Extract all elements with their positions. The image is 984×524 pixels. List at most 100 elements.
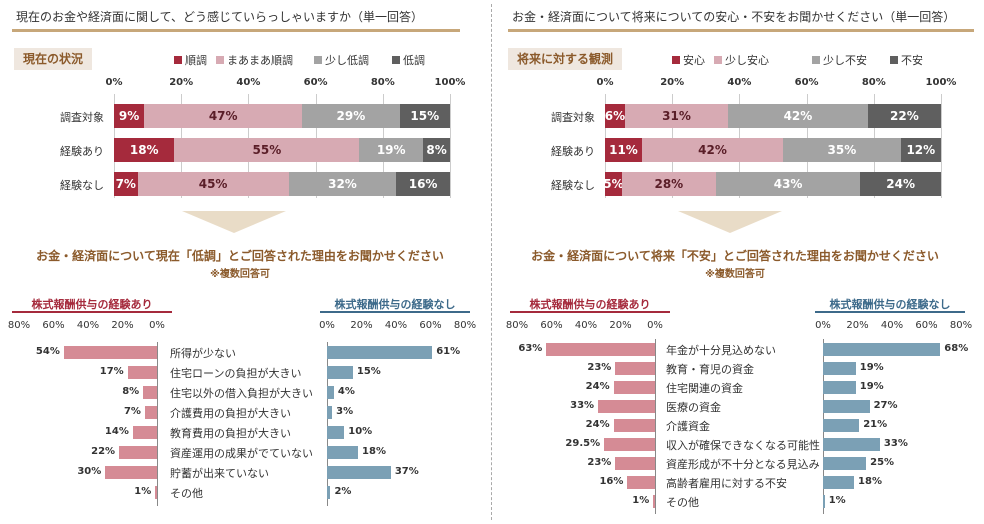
right-bar	[823, 343, 941, 356]
left-bar	[598, 400, 655, 413]
left-series-header: 株式報酬供与の経験あり	[529, 298, 651, 311]
legend-swatch	[890, 56, 898, 64]
bar-segment: 6%	[605, 104, 625, 128]
left-series-header: 株式報酬供与の経験あり	[31, 298, 153, 311]
right-bar	[823, 400, 870, 413]
right-tick-label: 0%	[319, 320, 335, 331]
left-bar-value: 1%	[134, 486, 152, 497]
row-label: 調査対象	[551, 111, 595, 124]
legend-item: まあまあ順調	[216, 52, 293, 68]
bar-segment: 35%	[783, 138, 901, 162]
bar-segment: 8%	[423, 138, 450, 162]
right-bar	[823, 362, 856, 375]
bar-segment: 19%	[359, 138, 424, 162]
x-tick-label: 100%	[925, 77, 957, 88]
legend-swatch	[314, 56, 322, 64]
left-axis	[157, 342, 158, 506]
data-label: 7%	[115, 177, 136, 191]
data-label: 8%	[426, 143, 447, 157]
right-bar	[823, 495, 825, 508]
bar-segment: 32%	[288, 172, 397, 196]
x-tick-label: 0%	[596, 77, 614, 88]
bar-segment: 42%	[641, 138, 784, 162]
data-label: 16%	[408, 177, 438, 191]
left-stacked-chart: 順調 まあまあ順調 少し低調 低調 0% 20% 40% 60% 80% 100% 調査対象 9% 47…	[0, 0, 490, 200]
bar-segment: 11%	[605, 138, 642, 162]
x-tick-label: 20%	[660, 77, 685, 88]
left-bar-value: 17%	[99, 366, 124, 377]
left-butterfly-chart: 株式報酬供与の経験あり 株式報酬供与の経験なし 80% 60% 40% 20% 0% 0% 20…	[0, 0, 490, 524]
right-header-line	[508, 29, 974, 32]
left-tick-label: 80%	[505, 320, 529, 331]
right-bar	[327, 386, 334, 399]
right-bar-value: 27%	[873, 400, 898, 411]
left-bar	[63, 346, 157, 359]
legend-item: 低調	[392, 52, 425, 68]
left-bar-value: 7%	[123, 406, 141, 417]
left-bar	[155, 486, 157, 499]
bar-segment: 15%	[399, 104, 450, 128]
bar-segment: 42%	[728, 104, 868, 128]
data-label: 42%	[783, 109, 813, 123]
category-label: 介護費用の負担が大きい	[170, 407, 291, 420]
right-bar	[823, 476, 855, 489]
right-bar	[327, 486, 331, 499]
left-tick-label: 20%	[111, 320, 134, 331]
left-bar-value: 30%	[77, 466, 102, 477]
right-tag: 将来に対する観測	[508, 48, 623, 70]
right-bar-value: 3%	[336, 406, 354, 417]
right-tick-label: 0%	[815, 320, 831, 331]
bar-segment: 43%	[715, 172, 861, 196]
right-bar-value: 10%	[348, 426, 373, 437]
data-label: 29%	[336, 109, 366, 123]
bar-segment: 9%	[114, 104, 145, 128]
right-bar-value: 68%	[944, 343, 969, 354]
left-bar	[119, 446, 157, 459]
legend-item: 順調	[174, 52, 207, 68]
left-bar	[546, 343, 655, 356]
bar-segment: 22%	[867, 104, 941, 128]
legend-label: 少し低調	[325, 54, 369, 67]
bar-segment: 5%	[605, 172, 622, 196]
right-bar	[823, 457, 867, 470]
right-bar-value: 2%	[334, 486, 352, 497]
legend-label: 少し不安	[823, 54, 867, 67]
right-tick-label: 20%	[350, 320, 373, 331]
bar-segment: 24%	[860, 172, 941, 196]
legend-item: 少し不安	[812, 52, 867, 68]
left-bar-value: 54%	[35, 346, 60, 357]
bar-segment: 31%	[624, 104, 729, 128]
category-label: 住宅以外の借入負担が大きい	[170, 387, 313, 400]
data-label: 5%	[605, 177, 622, 191]
right-tick-label: 40%	[880, 320, 904, 331]
right-series-underline	[815, 311, 965, 313]
left-tick-label: 40%	[574, 320, 598, 331]
left-bar-value: 23%	[587, 362, 612, 373]
data-label: 32%	[328, 177, 357, 191]
right-bar-value: 19%	[859, 381, 884, 392]
right-bar-value: 25%	[870, 457, 895, 468]
left-bar-value: 23%	[587, 457, 612, 468]
category-label: 住宅関連の資金	[666, 382, 743, 395]
legend-swatch	[216, 56, 224, 64]
x-tick-label: 0%	[105, 77, 123, 88]
right-reason-title: お金・経済面について将来「不安」とご回答された理由をお聞かせください	[531, 249, 939, 263]
left-bar	[105, 466, 157, 479]
legend-label: まあまあ順調	[227, 54, 293, 67]
left-bar	[615, 457, 655, 470]
left-tag: 現在の状況	[14, 48, 93, 70]
left-tick-label: 0%	[149, 320, 165, 331]
right-bar-value: 4%	[337, 386, 355, 397]
left-bar-value: 24%	[585, 381, 610, 392]
left-bar	[613, 381, 655, 394]
legend-swatch	[672, 56, 680, 64]
left-bar	[127, 366, 157, 379]
bar-segment: 7%	[114, 172, 138, 196]
x-tick-label: 100%	[434, 77, 466, 88]
bar-segment: 45%	[137, 172, 289, 196]
legend-swatch	[392, 56, 400, 64]
category-label: 教育・育児の資金	[666, 363, 754, 376]
row-label: 経験あり	[551, 145, 595, 158]
legend-item: 不安	[890, 52, 923, 68]
left-tick-label: 0%	[647, 320, 663, 331]
